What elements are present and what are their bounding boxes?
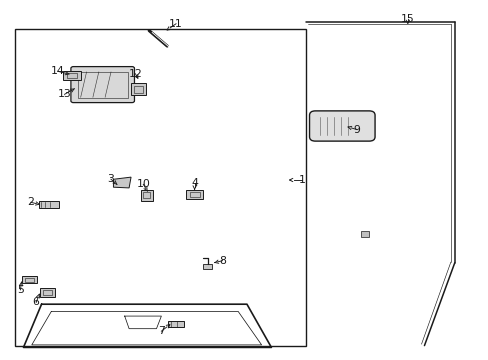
Text: 10: 10 — [136, 179, 150, 189]
Bar — [78, 72, 127, 98]
Text: 8: 8 — [219, 256, 225, 266]
Bar — [25, 278, 34, 282]
Bar — [141, 190, 152, 201]
Text: 15: 15 — [400, 14, 414, 24]
Bar — [186, 190, 203, 199]
Text: 2: 2 — [27, 197, 34, 207]
Polygon shape — [113, 177, 131, 188]
Text: 6: 6 — [33, 297, 40, 307]
Bar — [167, 321, 184, 327]
Bar — [22, 276, 37, 283]
Bar — [42, 289, 52, 295]
Bar — [134, 86, 142, 93]
Bar — [189, 192, 199, 197]
FancyBboxPatch shape — [71, 67, 134, 103]
Bar — [131, 83, 145, 95]
Bar — [40, 288, 55, 297]
Bar — [203, 264, 212, 269]
Text: 9: 9 — [353, 125, 360, 135]
Text: 11: 11 — [169, 19, 183, 29]
Bar — [66, 73, 77, 78]
Text: 1: 1 — [298, 175, 305, 185]
Text: 13: 13 — [58, 89, 71, 99]
Text: 12: 12 — [128, 69, 142, 79]
Text: 7: 7 — [158, 326, 164, 336]
Text: 14: 14 — [51, 66, 64, 76]
FancyBboxPatch shape — [309, 111, 374, 141]
Text: 5: 5 — [17, 285, 24, 295]
Text: 4: 4 — [191, 178, 198, 188]
Bar — [39, 201, 59, 208]
Bar — [143, 192, 150, 198]
Bar — [361, 231, 368, 237]
Text: 3: 3 — [107, 174, 114, 184]
Bar — [15, 29, 305, 346]
Bar — [63, 71, 81, 80]
